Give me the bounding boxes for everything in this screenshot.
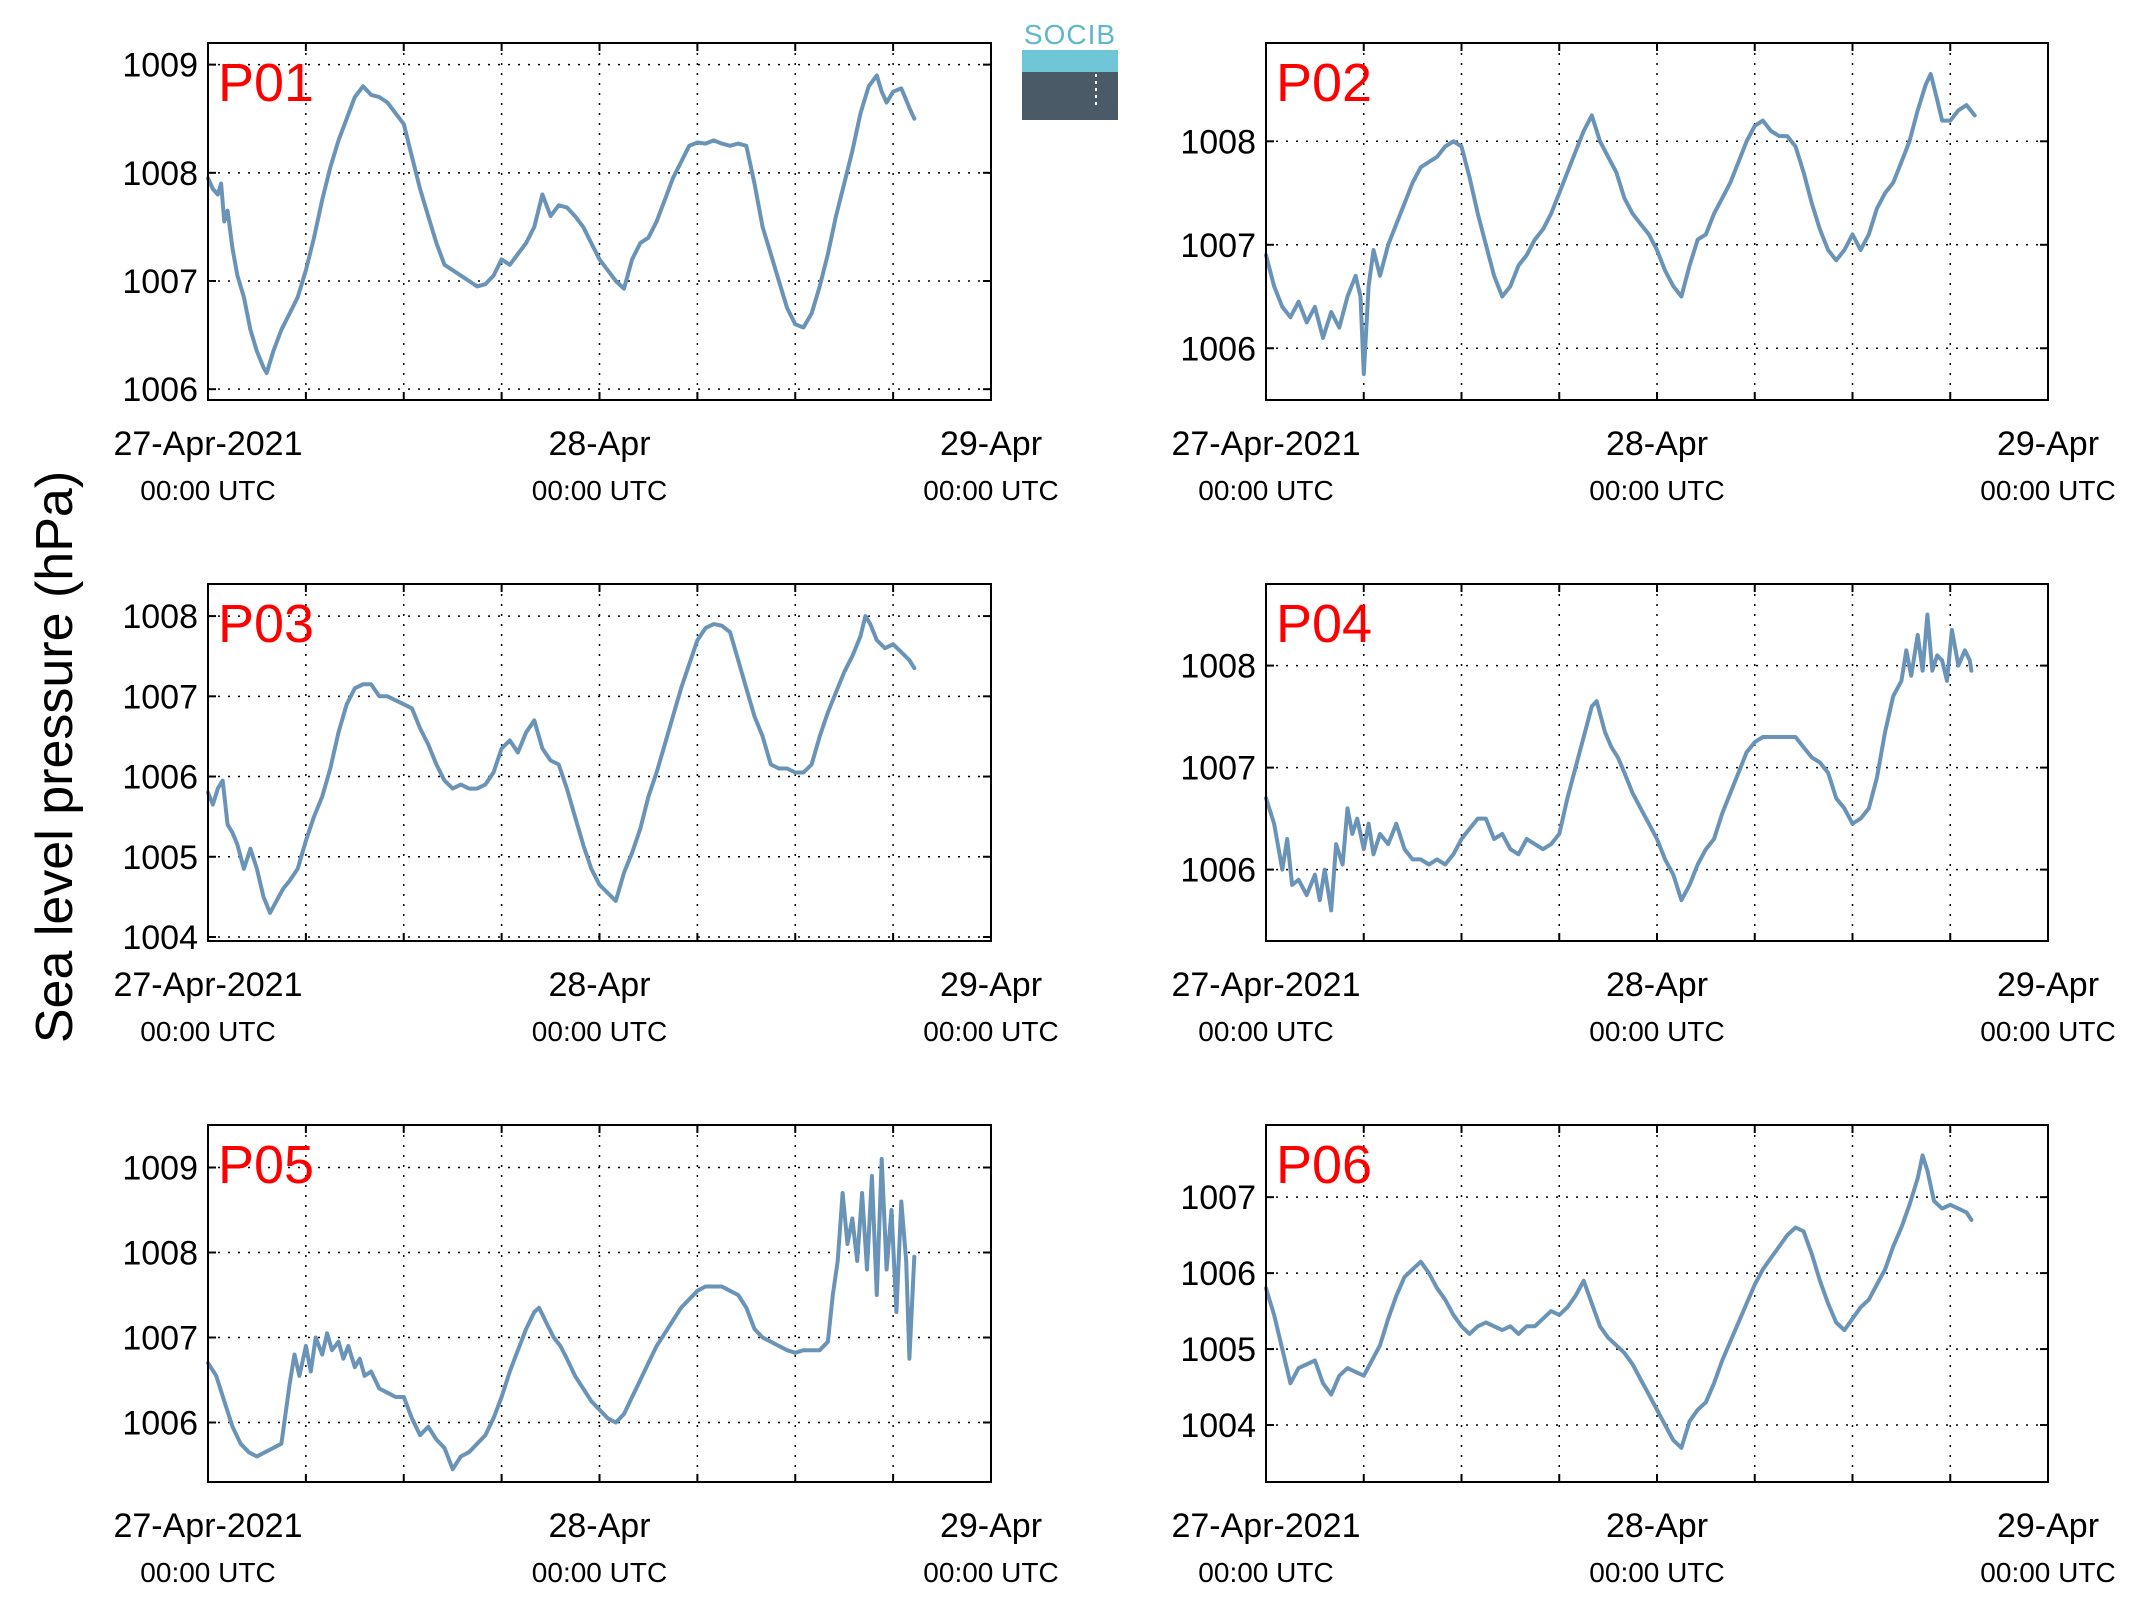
y-tick-label: 1006	[122, 1405, 198, 1443]
x-tick-label: 27-Apr-2021	[113, 966, 302, 1004]
axes-frame	[207, 42, 992, 401]
series-line-p04	[1264, 612, 1974, 913]
x-tick-sublabel: 00:00 UTC	[532, 1557, 667, 1588]
y-tick-label: 1007	[1180, 1179, 1256, 1217]
x-tick-sublabel: 00:00 UTC	[532, 1016, 667, 1047]
y-tick-label: 1006	[1180, 852, 1256, 890]
x-tick-sublabel: 00:00 UTC	[1980, 1557, 2115, 1588]
panel-label: P02	[1276, 53, 1372, 113]
chart-panel-p02: 1006 1007 1008 27-Apr-2021 00:00 UTC 28-Apr 00…	[1171, 42, 2116, 506]
x-tick-sublabel: 00:00 UTC	[140, 1557, 275, 1588]
x-tick-sublabel: 00:00 UTC	[923, 1016, 1058, 1047]
socib-logo-wave	[1022, 50, 1118, 72]
y-tick-label: 1008	[1180, 123, 1256, 161]
y-tick-label: 1008	[122, 598, 198, 636]
series-line-p06	[1264, 1153, 1974, 1450]
socib-logo: SOCIB	[1022, 19, 1118, 120]
x-tick-label: 28-Apr	[1606, 425, 1708, 463]
x-tick-sublabel: 00:00 UTC	[1198, 1557, 1333, 1588]
x-tick-label: 28-Apr	[548, 966, 650, 1004]
x-tick-sublabel: 00:00 UTC	[1589, 1557, 1724, 1588]
x-tick-label: 29-Apr	[940, 1507, 1042, 1545]
x-tick-label: 27-Apr-2021	[113, 425, 302, 463]
series-line-p01	[206, 73, 917, 375]
chart-panel-p03: 1004 1005 1006 1007 1008 27-Apr-2021 00:00 UTC…	[113, 583, 1059, 1047]
x-tick-sublabel: 00:00 UTC	[1198, 1016, 1333, 1047]
x-tick-sublabel: 00:00 UTC	[1589, 1016, 1724, 1047]
y-tick-label: 1008	[1180, 648, 1256, 686]
socib-logo-text: SOCIB	[1024, 19, 1116, 50]
y-tick-label: 1007	[122, 263, 198, 301]
chart-panel-p05: 1006 1007 1008 1009 27-Apr-2021 00:00 UTC 28-A…	[113, 1124, 1059, 1588]
x-tick-label: 29-Apr	[1997, 425, 2099, 463]
x-tick-sublabel: 00:00 UTC	[923, 1557, 1058, 1588]
series-line-p03	[206, 614, 917, 915]
y-axis-label: Sea level pressure (hPa)	[26, 471, 84, 1043]
x-tick-label: 29-Apr	[1997, 1507, 2099, 1545]
y-tick-label: 1005	[1180, 1331, 1256, 1369]
x-tick-label: 27-Apr-2021	[1171, 1507, 1360, 1545]
x-tick-label: 29-Apr	[940, 966, 1042, 1004]
y-tick-label: 1007	[122, 1320, 198, 1358]
y-tick-label: 1006	[1180, 330, 1256, 368]
y-tick-label: 1007	[1180, 227, 1256, 265]
y-tick-label: 1006	[122, 759, 198, 797]
y-tick-label: 1008	[122, 155, 198, 193]
x-tick-sublabel: 00:00 UTC	[923, 475, 1058, 506]
y-tick-label: 1004	[1180, 1407, 1256, 1445]
x-tick-sublabel: 00:00 UTC	[1198, 475, 1333, 506]
y-tick-label: 1009	[122, 47, 198, 85]
x-tick-sublabel: 00:00 UTC	[140, 1016, 275, 1047]
axes-frame	[1265, 42, 2049, 401]
y-tick-label: 1007	[1180, 750, 1256, 788]
x-tick-label: 29-Apr	[940, 425, 1042, 463]
x-tick-label: 29-Apr	[1997, 966, 2099, 1004]
x-tick-sublabel: 00:00 UTC	[1980, 475, 2115, 506]
x-tick-label: 27-Apr-2021	[113, 1507, 302, 1545]
x-tick-label: 27-Apr-2021	[1171, 966, 1360, 1004]
x-tick-sublabel: 00:00 UTC	[140, 475, 275, 506]
series-line-p05	[206, 1157, 917, 1472]
panel-label: P03	[218, 594, 314, 654]
panel-label: P06	[1276, 1135, 1372, 1195]
y-tick-label: 1004	[122, 919, 198, 957]
chart-panel-p04: 1006 1007 1008 27-Apr-2021 00:00 UTC 28-Apr 00…	[1171, 583, 2116, 1047]
y-tick-label: 1007	[122, 678, 198, 716]
x-tick-label: 28-Apr	[1606, 966, 1708, 1004]
series-line-p02	[1264, 72, 1977, 377]
x-tick-label: 28-Apr	[1606, 1507, 1708, 1545]
chart-panel-p01: 1006 1007 1008 1009 27-Apr-2021 00:00 UTC 28-A…	[113, 42, 1059, 506]
x-tick-sublabel: 00:00 UTC	[1589, 475, 1724, 506]
panel-label: P01	[218, 53, 314, 113]
x-tick-label: 27-Apr-2021	[1171, 425, 1360, 463]
chart-panel-p06: 1004 1005 1006 1007 27-Apr-2021 00:00 UTC 28-A…	[1171, 1124, 2116, 1588]
y-tick-label: 1006	[1180, 1255, 1256, 1293]
y-tick-label: 1005	[122, 839, 198, 877]
y-tick-label: 1006	[122, 371, 198, 409]
panel-label: P04	[1276, 594, 1372, 654]
x-tick-sublabel: 00:00 UTC	[532, 475, 667, 506]
y-tick-label: 1009	[122, 1150, 198, 1188]
x-tick-label: 28-Apr	[548, 425, 650, 463]
x-tick-sublabel: 00:00 UTC	[1980, 1016, 2115, 1047]
panel-label: P05	[218, 1135, 314, 1195]
y-tick-label: 1008	[122, 1235, 198, 1273]
x-tick-label: 28-Apr	[548, 1507, 650, 1545]
